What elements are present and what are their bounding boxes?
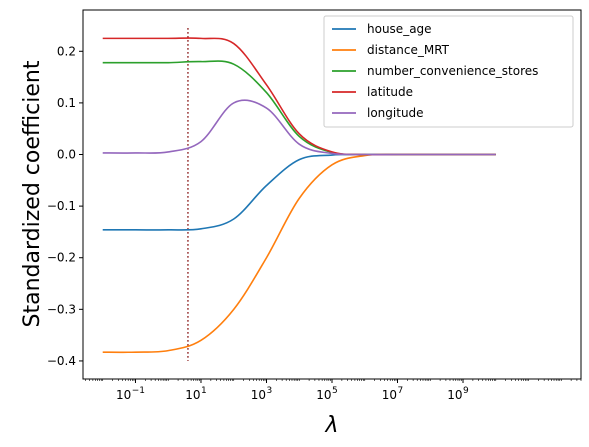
x-tick-label: 109: [447, 386, 469, 402]
x-tick-label: 107: [382, 386, 404, 402]
y-axis-ticks: 0.2 0.1 0.0 −0.1 −0.2 −0.3 −0.4: [47, 44, 83, 368]
y-tick-label: 0.2: [57, 44, 76, 58]
x-tick-label: 103: [251, 386, 273, 402]
y-tick-label: −0.2: [47, 251, 76, 265]
y-axis-label: Standardized coefficient: [20, 60, 45, 327]
legend: house_age distance_MRT number_convenience_…: [324, 16, 573, 127]
legend-label: latitude: [367, 85, 413, 99]
x-axis-label: λ: [324, 413, 338, 438]
x-tick-label: 10−1: [116, 386, 145, 402]
y-tick-label: −0.1: [47, 199, 76, 213]
y-tick-label: −0.4: [47, 354, 76, 368]
legend-label: longitude: [367, 106, 424, 120]
x-tick-label: 101: [185, 386, 207, 402]
x-axis-ticks: 10−1 101 103 105 107 109: [86, 379, 581, 402]
y-tick-label: 0.1: [57, 96, 76, 110]
legend-label: house_age: [367, 22, 432, 36]
legend-label: number_convenience_stores: [367, 64, 538, 78]
x-tick-label: 105: [316, 386, 338, 402]
y-tick-label: −0.3: [47, 302, 76, 316]
legend-label: distance_MRT: [367, 43, 450, 57]
y-tick-label: 0.0: [57, 148, 76, 162]
